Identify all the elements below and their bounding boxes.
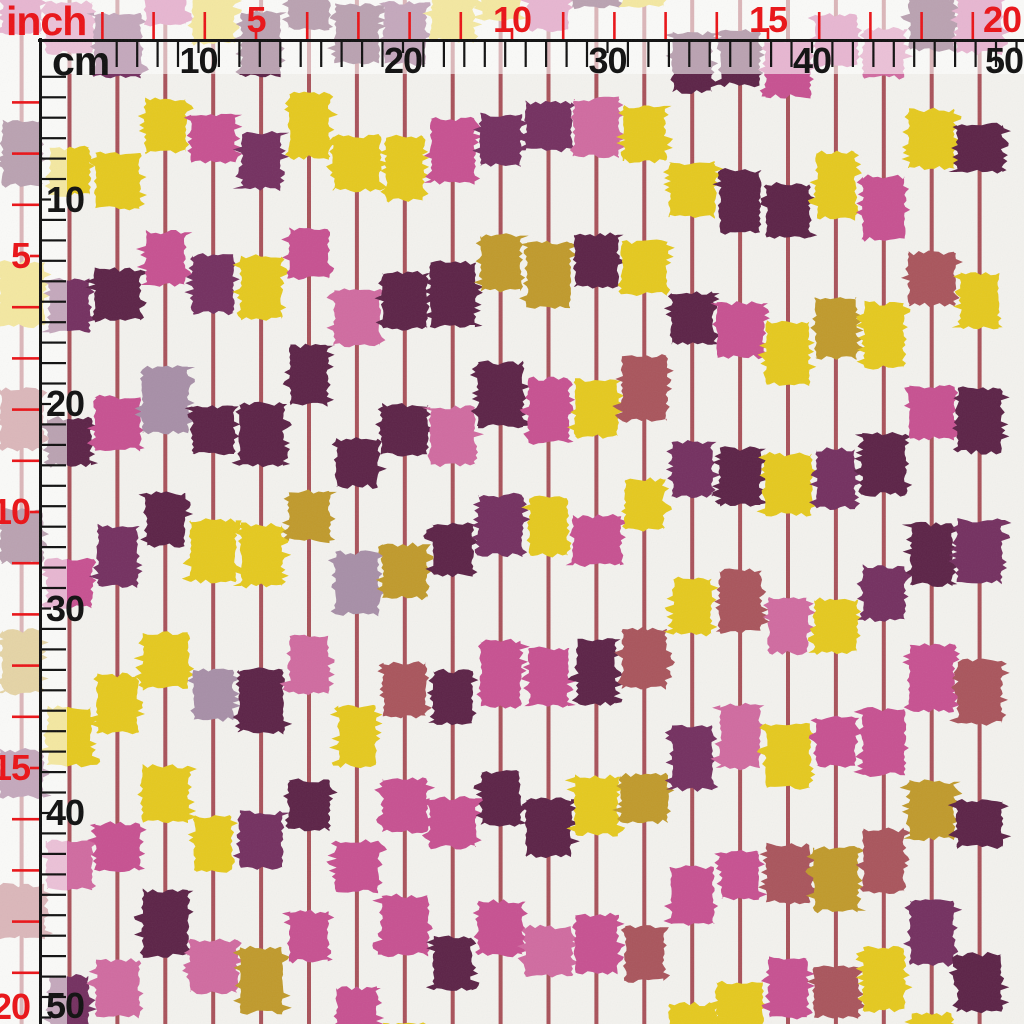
fabric-swatch-with-rulers: inch cm 5 10 15 20 10 20 30 40 50 5 10 15 20 10 20 30 40… [0,0,1024,1024]
paper-grain-texture [0,0,1024,1024]
